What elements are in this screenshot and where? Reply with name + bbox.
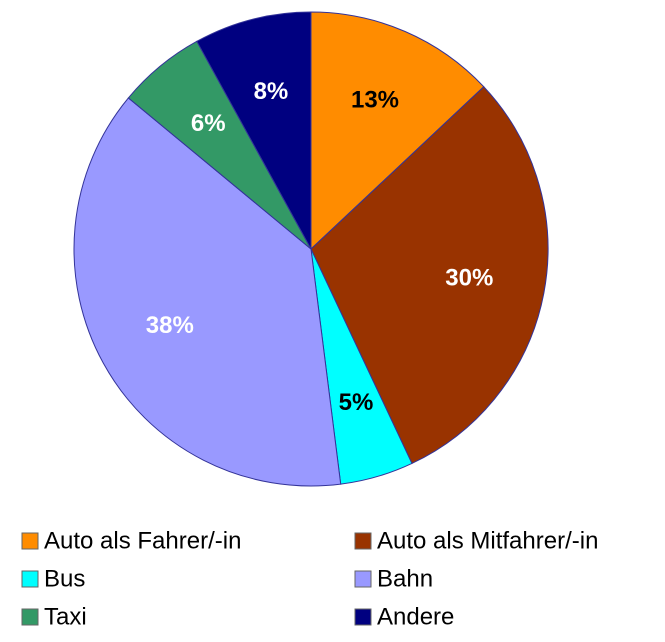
data-label: 30%: [445, 265, 493, 292]
legend-label: Bus: [44, 565, 85, 592]
data-label: 6%: [191, 110, 226, 137]
pie-slice: [310, 86, 549, 465]
legend-label: Andere: [377, 603, 454, 630]
data-label: 13%: [351, 86, 399, 113]
pie-slice: [196, 11, 312, 250]
data-label: 5%: [339, 389, 374, 416]
legend-swatch: [354, 570, 372, 588]
legend-label: Auto als Mitfahrer/-in: [377, 527, 598, 554]
legend-label: Bahn: [377, 565, 433, 592]
pie-slice: [73, 97, 342, 487]
data-label: 38%: [146, 312, 194, 339]
legend-label: Taxi: [44, 603, 87, 630]
legend-swatch: [354, 532, 372, 550]
legend-label: Auto als Fahrer/-in: [44, 527, 241, 554]
legend-swatch: [354, 608, 372, 626]
pie-slice: [310, 11, 485, 251]
legend-swatch: [21, 570, 39, 588]
legend-swatch: [21, 608, 39, 626]
data-label: 8%: [254, 78, 289, 105]
legend-swatch: [21, 532, 39, 550]
